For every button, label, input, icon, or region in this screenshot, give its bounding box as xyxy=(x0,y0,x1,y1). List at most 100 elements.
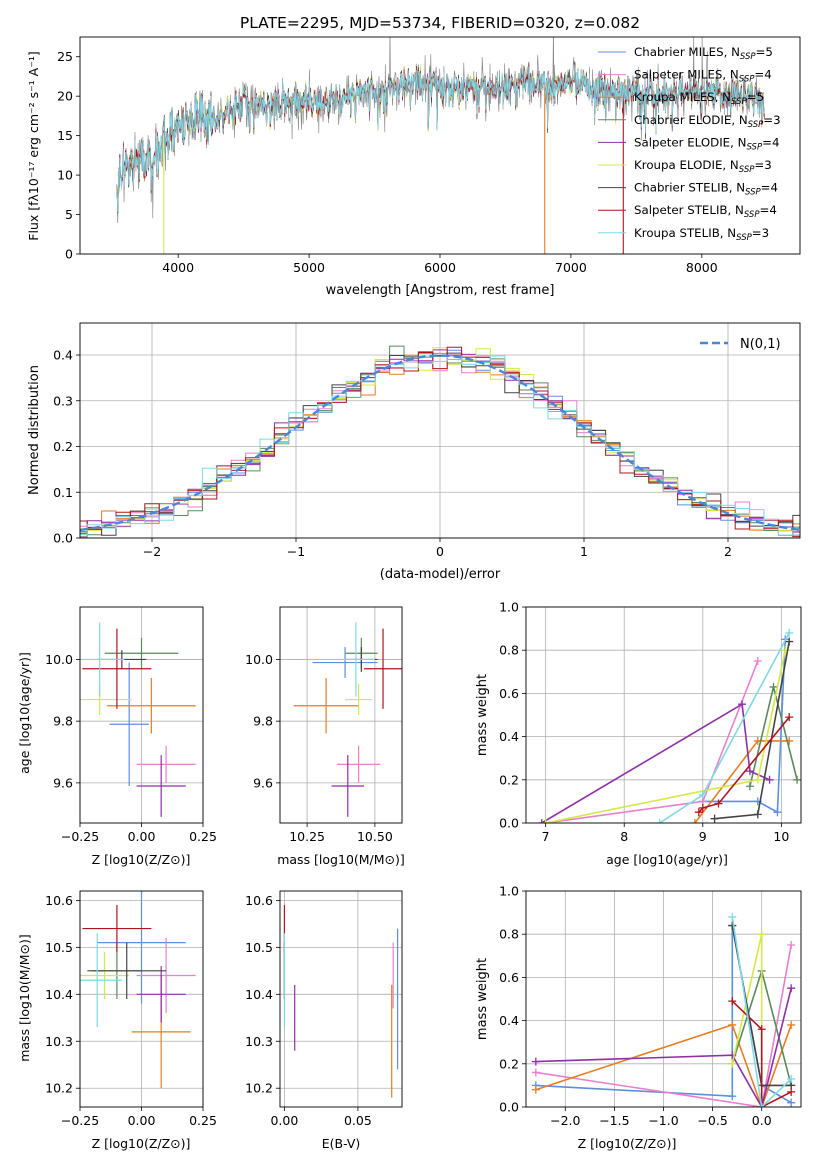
residuals-ylabel: Normed distribution xyxy=(27,365,42,495)
z-mass-errorbars xyxy=(80,891,196,1089)
model-spectrum-kroupa_stelib xyxy=(116,64,765,212)
legend-label-suffix: =3 xyxy=(752,226,769,240)
weight-marker-salpeter_stelib xyxy=(787,1087,796,1096)
spectrum-ylabel: Flux [fλ10⁻¹⁷ erg cm⁻² s⁻¹ A⁻¹] xyxy=(26,51,41,240)
legend-label-suffix: =3 xyxy=(763,113,780,127)
x-tick-label: 7000 xyxy=(555,260,587,275)
legend-label-sub: SSP xyxy=(745,188,761,198)
x-tick-label: 5000 xyxy=(293,260,325,275)
x-tick-label: 8000 xyxy=(686,260,718,275)
histogram-salpeter_stelib xyxy=(80,346,800,538)
age-weight-xlabel: age [log10(age/yr)] xyxy=(606,852,728,867)
x-tick-label: 10 xyxy=(773,829,789,844)
legend-label-suffix: =4 xyxy=(754,68,771,82)
weight-marker-chabrier_stelib xyxy=(753,810,762,819)
age-weight-ylabel: mass weight xyxy=(475,674,490,756)
x-tick-label: 0.0 xyxy=(752,1113,772,1128)
y-tick-label: 0.0 xyxy=(499,816,519,831)
x-tick-label: 6000 xyxy=(424,260,456,275)
y-tick-label: 0.4 xyxy=(499,729,519,744)
weight-marker-chabrier_miles xyxy=(728,1092,737,1101)
x-tick-label: 1 xyxy=(580,544,588,559)
mass-age-axes: 10.25 10.50 9.6 9.8 10.0 xyxy=(245,607,402,844)
x-tick-label: −1.5 xyxy=(599,1113,629,1128)
y-tick-label: 20 xyxy=(57,89,73,104)
x-tick-label: −0.25 xyxy=(61,1113,99,1128)
x-tick-label: 0.25 xyxy=(189,1113,217,1128)
legend-label-sub: SSP xyxy=(744,210,760,220)
y-tick-label: 10.4 xyxy=(45,987,73,1002)
y-tick-label: 0.6 xyxy=(499,686,519,701)
figure-title: PLATE=2295, MJD=53734, FIBERID=0320, z=0… xyxy=(240,14,640,32)
y-tick-label: 15 xyxy=(57,128,73,143)
z-age-xlabel: Z [log10(Z/Z⊙)] xyxy=(92,852,191,867)
y-tick-label: 9.8 xyxy=(253,714,273,729)
z-mass-axes: −0.25 0.00 0.25 10.2 10.3 10.4 10.5 10.6 xyxy=(45,891,217,1128)
x-tick-label: 2 xyxy=(724,544,732,559)
legend-label: Kroupa ELODIE, NSSP=3 xyxy=(634,158,772,175)
legend-label-sub: SSP xyxy=(739,75,755,85)
z-mass-ylabel: mass [log10(M/M⊙)] xyxy=(17,934,32,1062)
weight-marker-chabrier_elodie xyxy=(769,682,778,691)
weight-marker-chabrier_stelib xyxy=(728,921,737,930)
weight-marker-kroupa_elodie xyxy=(753,775,762,784)
y-tick-label: 0.2 xyxy=(499,772,519,787)
legend-label-suffix: =3 xyxy=(754,158,771,172)
x-tick-label: 7 xyxy=(542,829,550,844)
weight-marker-kroupa_miles xyxy=(787,1020,796,1029)
y-tick-label: 0 xyxy=(65,247,73,262)
weight-marker-salpeter_stelib xyxy=(698,803,707,812)
weight-marker-kroupa_stelib xyxy=(757,1103,766,1107)
weight-marker-chabrier_elodie xyxy=(745,782,754,791)
y-tick-label: 5 xyxy=(65,207,73,222)
x-tick-label: −0.5 xyxy=(697,1113,727,1128)
mass-age-errorbars xyxy=(293,622,402,817)
y-tick-label: 9.8 xyxy=(53,714,73,729)
legend-label-suffix: =5 xyxy=(747,90,764,104)
weight-marker-chabrier_stelib xyxy=(785,637,794,646)
histogram-kroupa_stelib xyxy=(80,355,800,536)
x-tick-label: 10.25 xyxy=(289,829,325,844)
weight-marker-kroupa_miles xyxy=(728,1020,737,1029)
y-tick-label: 10.6 xyxy=(45,893,73,908)
legend-label-sub: SSP xyxy=(746,142,762,152)
normal-curve xyxy=(80,354,800,532)
y-tick-label: 0.4 xyxy=(499,1013,519,1028)
legend-label-sub: SSP xyxy=(748,120,764,130)
y-tick-label: 10.5 xyxy=(245,940,273,955)
legend-label-main: Kroupa ELODIE, N xyxy=(634,158,739,172)
legend-label-main: Kroupa STELIB, N xyxy=(634,226,736,240)
spectrum-lines xyxy=(116,37,765,254)
z-age-frame xyxy=(79,606,204,824)
weight-marker-kroupa_elodie xyxy=(541,819,550,823)
y-tick-label: 0.0 xyxy=(499,1100,519,1115)
weight-marker-chabrier_miles xyxy=(773,808,782,817)
x-tick-label: −0.25 xyxy=(61,829,99,844)
legend-label-sub: SSP xyxy=(736,233,752,243)
weight-marker-kroupa_stelib xyxy=(655,819,664,823)
y-tick-label: 0.1 xyxy=(53,485,73,500)
legend-label: Salpeter ELODIE, NSSP=4 xyxy=(634,135,779,152)
residuals-axes: −2 −1 0 1 2 0.0 0.1 0.2 0.3 0.4 xyxy=(53,323,800,559)
weight-marker-salpeter_stelib xyxy=(728,997,737,1006)
weight-marker-chabrier_stelib xyxy=(710,814,719,823)
y-tick-label: 0.8 xyxy=(499,927,519,942)
x-tick-label: 9 xyxy=(699,829,707,844)
y-tick-label: 10.2 xyxy=(45,1081,73,1096)
x-tick-label: 0.05 xyxy=(344,1113,372,1128)
x-tick-label: 8 xyxy=(620,829,628,844)
y-tick-label: 10.4 xyxy=(245,987,273,1002)
weight-marker-salpeter_elodie xyxy=(765,775,774,784)
weight-marker-chabrier_miles xyxy=(787,1098,796,1107)
legend-label: Kroupa MILES, NSSP=5 xyxy=(634,90,764,107)
y-tick-label: 0.8 xyxy=(499,643,519,658)
weight-marker-kroupa_miles xyxy=(531,1085,540,1094)
residuals-xlabel: (data-model)/error xyxy=(380,567,501,582)
legend-label-main: Chabrier ELODIE, N xyxy=(634,113,748,127)
spectrum-axes: 4000 5000 6000 7000 8000 0 5 10 15 20 25 xyxy=(57,49,718,275)
legend-label-main: Salpeter STELIB, N xyxy=(634,203,744,217)
z-age-axes: −0.25 0.00 0.25 9.6 9.8 10.0 xyxy=(45,607,217,844)
y-tick-label: 0.6 xyxy=(499,970,519,985)
z-age-ylabel: age [log10(age/yr)] xyxy=(17,652,32,774)
